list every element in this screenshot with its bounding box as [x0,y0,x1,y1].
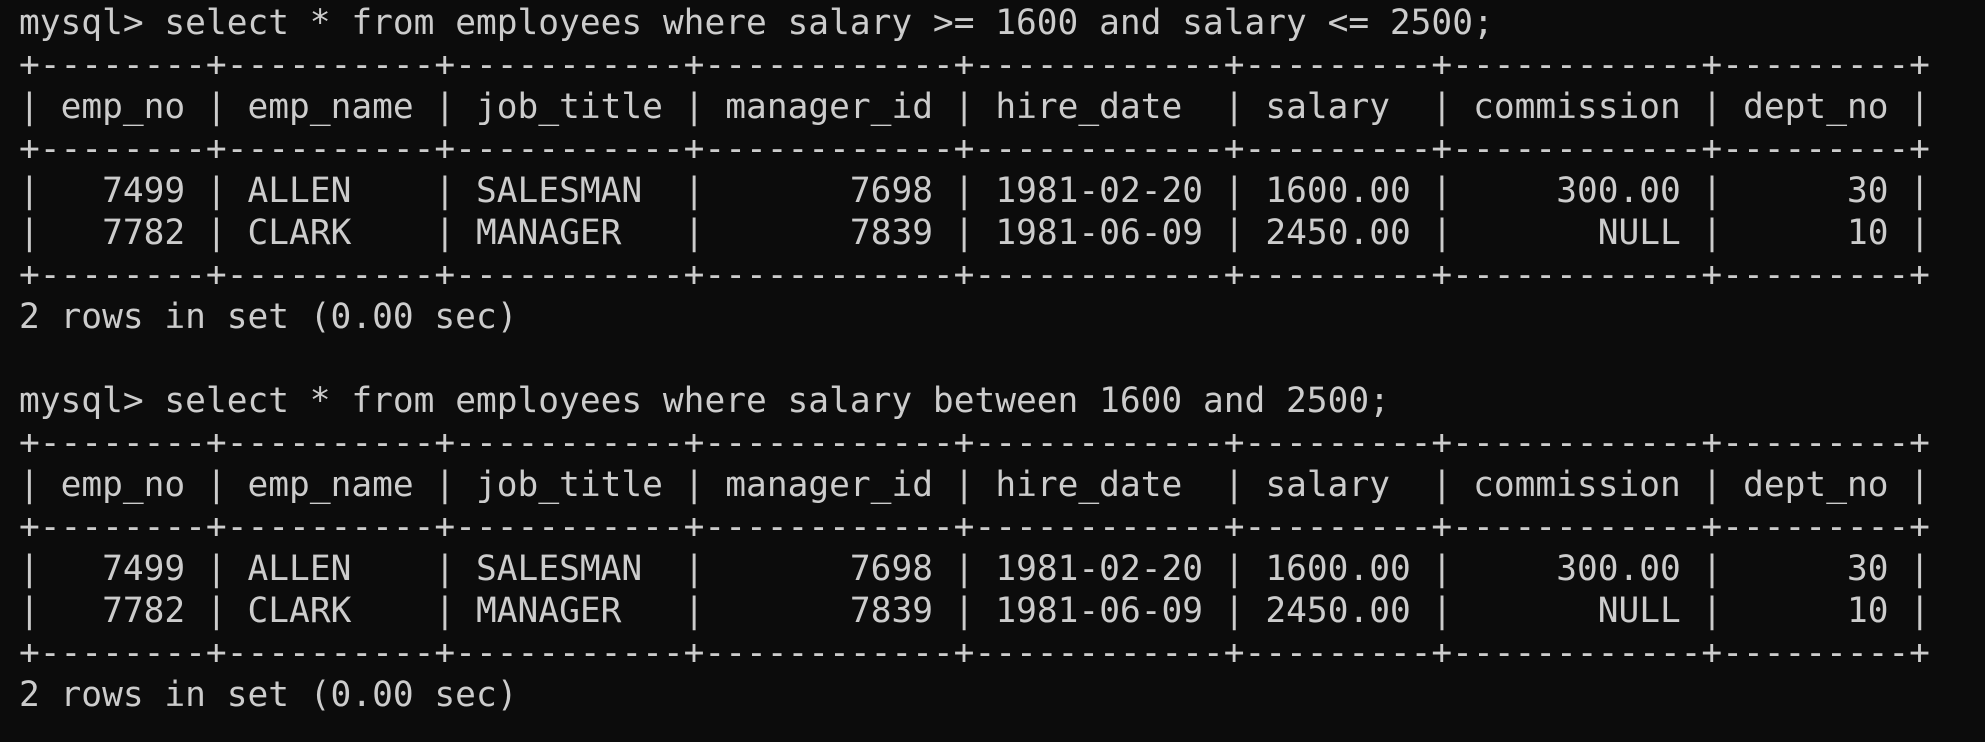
column-header: hire_date [995,87,1183,127]
table-cell: SALESMAN [476,171,643,211]
prompt: mysql> [19,381,144,421]
column-header: emp_no [60,87,186,127]
table-cell: 2450.00 [1265,591,1411,631]
footer-text: 2 rows in set (0.00 sec) [19,675,518,715]
blank-line [19,338,1930,380]
sql-query: select * from employees where salary >= … [164,3,1494,43]
query-line: mysql> select * from employees where sal… [19,380,1930,422]
table-border: +--------+----------+-----------+-------… [19,45,1930,85]
data-row: | 7782 | CLARK | MANAGER | 7839 | 1981-0… [19,591,1931,631]
table-cell: 1981-06-09 [995,591,1204,631]
table-cell: NULL [1597,591,1681,631]
table-cell: SALESMAN [476,549,643,589]
table-border: +--------+----------+-----------+-------… [19,633,1930,673]
table-cell: 7782 [102,591,186,631]
column-header: manager_id [725,465,933,505]
table-cell: 10 [1847,591,1889,631]
table-border: +--------+----------+-----------+-------… [19,129,1930,169]
table-cell: 1600.00 [1265,549,1411,589]
column-header: salary [1265,465,1390,505]
column-header: emp_name [247,87,414,127]
column-header: salary [1265,87,1390,127]
column-header: dept_no [1743,465,1889,505]
column-header: dept_no [1743,87,1889,127]
column-header: emp_name [247,465,414,505]
table-cell: 7499 [102,549,186,589]
table-border: +--------+----------+-----------+-------… [19,255,1930,295]
table-cell: ALLEN [247,549,352,589]
result-footer: 2 rows in set (0.00 sec) [19,296,1930,338]
table-cell: 7782 [102,213,186,253]
data-row: | 7499 | ALLEN | SALESMAN | 7698 | 1981-… [19,171,1931,211]
table-cell: 7698 [849,549,933,589]
result-footer: 2 rows in set (0.00 sec) [19,674,1930,716]
table-cell: 7839 [849,591,934,631]
table-cell: 1981-02-20 [995,549,1204,589]
table-cell: 1981-02-20 [995,171,1204,211]
table-border: +--------+----------+-----------+-------… [19,423,1930,463]
table-cell: 300.00 [1556,549,1681,589]
table-cell: MANAGER [476,213,622,253]
data-row: | 7499 | ALLEN | SALESMAN | 7698 | 1981-… [19,549,1931,589]
table-cell: 10 [1847,213,1889,253]
table-cell: CLARK [247,591,352,631]
table-cell: 1600.00 [1265,171,1411,211]
table-cell: 30 [1846,171,1889,211]
table-cell: NULL [1597,213,1681,253]
table-cell: 2450.00 [1265,213,1411,253]
table-cell: MANAGER [476,591,622,631]
terminal-output: mysql> select * from employees where sal… [19,2,1930,716]
table-cell: 1981-06-09 [995,213,1204,253]
data-row: | 7782 | CLARK | MANAGER | 7839 | 1981-0… [19,213,1931,253]
table-cell: CLARK [247,213,352,253]
table-cell: ALLEN [247,171,352,211]
query-line: mysql> select * from employees where sal… [19,2,1930,44]
table-cell: 7499 [102,171,186,211]
sql-query: select * from employees where salary bet… [164,381,1390,421]
table-cell: 7698 [849,171,933,211]
column-header: job_title [476,465,663,505]
header-row: | emp_no | emp_name | job_title | manage… [19,87,1931,127]
column-header: manager_id [725,87,933,127]
table-border: +--------+----------+-----------+-------… [19,507,1930,547]
column-header: job_title [476,87,663,127]
table-cell: 30 [1846,549,1889,589]
column-header: emp_no [60,465,186,505]
prompt: mysql> [19,3,144,43]
footer-text: 2 rows in set (0.00 sec) [19,297,518,337]
column-header: hire_date [995,465,1183,505]
table-cell: 300.00 [1556,171,1681,211]
column-header: commission [1473,87,1681,127]
table-cell: 7839 [849,213,934,253]
column-header: commission [1473,465,1681,505]
header-row: | emp_no | emp_name | job_title | manage… [19,465,1931,505]
